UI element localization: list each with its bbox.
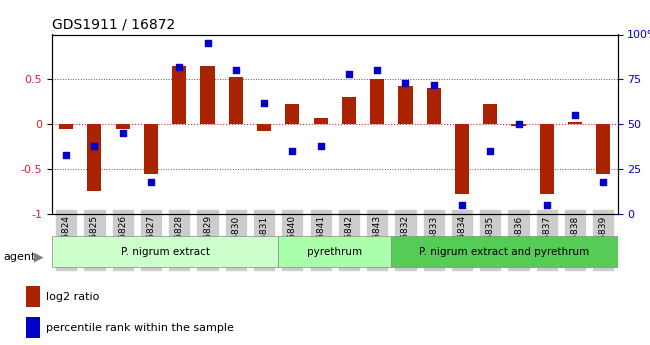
Text: ▶: ▶ [34,250,44,264]
FancyBboxPatch shape [52,236,278,267]
Bar [426,88,441,124]
Point [598,179,608,184]
Bar [398,86,413,124]
Point [541,202,552,208]
Point [287,148,298,154]
Point [514,121,524,127]
Point [372,68,382,73]
Bar [285,105,300,124]
Bar [370,79,384,124]
Point [570,112,580,118]
Bar [172,66,187,124]
Bar [313,118,328,124]
Bar [229,77,243,124]
Point [231,68,241,73]
Bar [59,124,73,129]
Point [174,64,185,70]
Point [89,143,99,148]
Bar [342,97,356,124]
Point [118,130,128,136]
FancyBboxPatch shape [391,236,618,267]
Text: log2 ratio: log2 ratio [46,292,99,302]
Bar [568,121,582,124]
Text: agent: agent [3,252,36,262]
Point [428,82,439,88]
Bar [483,104,497,124]
Text: GDS1911 / 16872: GDS1911 / 16872 [52,18,176,32]
Point [61,152,72,157]
Point [344,71,354,77]
Bar [540,124,554,194]
Bar [257,124,271,131]
Point [485,148,495,154]
Bar [200,66,214,124]
Point [146,179,156,184]
Point [457,202,467,208]
Bar [512,124,526,126]
Point [202,41,213,46]
Text: pyrethrum: pyrethrum [307,247,362,257]
Bar [455,124,469,194]
Bar [144,124,158,174]
FancyBboxPatch shape [278,236,391,267]
Point [259,100,269,106]
Bar [26,286,40,307]
Text: P. nigrum extract: P. nigrum extract [121,247,209,257]
Point [315,143,326,148]
Point [400,80,411,86]
Bar [596,124,610,174]
Bar [87,124,101,191]
Text: percentile rank within the sample: percentile rank within the sample [46,323,233,333]
Bar [26,317,40,338]
Text: P. nigrum extract and pyrethrum: P. nigrum extract and pyrethrum [419,247,590,257]
Bar [116,124,130,129]
